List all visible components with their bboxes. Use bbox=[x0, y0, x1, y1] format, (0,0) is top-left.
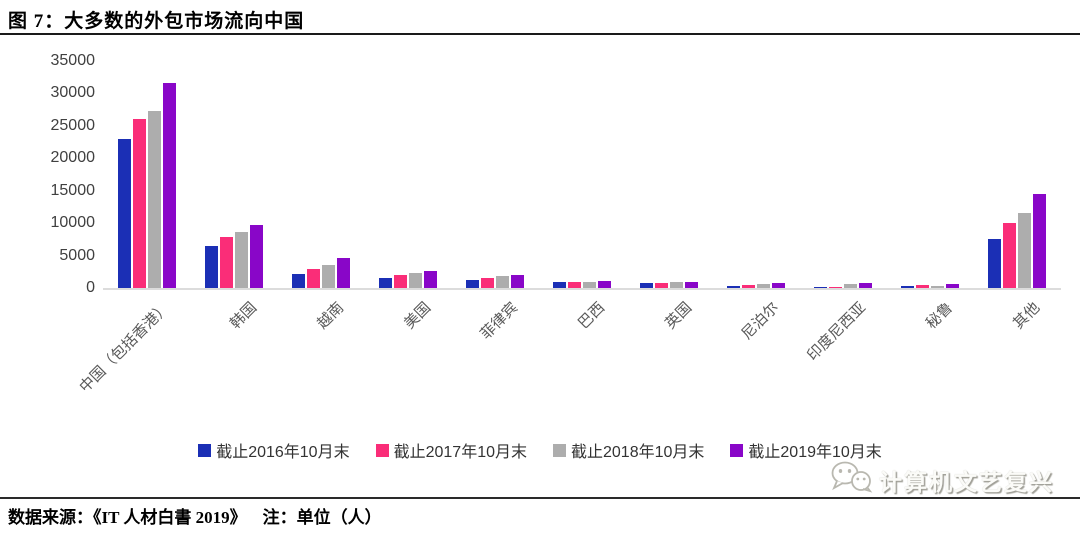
legend-label: 截止2017年10月末 bbox=[393, 444, 527, 461]
bar bbox=[408, 273, 422, 288]
title-divider bbox=[0, 33, 1080, 35]
bar bbox=[1033, 193, 1047, 288]
bar bbox=[291, 274, 305, 288]
bar bbox=[132, 119, 146, 288]
figure-footer: 数据来源：《IT 人材白書 2019》 注：单位（人） bbox=[8, 503, 382, 528]
bar bbox=[219, 237, 233, 288]
bar bbox=[249, 225, 263, 288]
x-axis-label: 其他 bbox=[1010, 299, 1044, 333]
footer-divider bbox=[0, 497, 1080, 499]
legend-item: 截止2019年10月末 bbox=[730, 438, 882, 462]
x-axis-label: 秘鲁 bbox=[923, 299, 957, 333]
legend-label: 截止2016年10月末 bbox=[216, 444, 350, 461]
bar bbox=[814, 287, 828, 288]
bar bbox=[757, 283, 771, 288]
watermark: 计算机文艺复兴 bbox=[830, 461, 1054, 498]
legend-item: 截止2018年10月末 bbox=[553, 438, 704, 462]
unit-note: 注：单位（人） bbox=[262, 508, 382, 527]
bar bbox=[829, 287, 843, 288]
bar bbox=[772, 282, 786, 288]
bar bbox=[931, 285, 945, 288]
bar bbox=[988, 238, 1002, 288]
y-axis-tick-label: 25000 bbox=[50, 116, 96, 134]
y-axis-tick-label: 15000 bbox=[50, 181, 96, 199]
bar bbox=[916, 285, 930, 288]
data-source: 数据来源：《IT 人材白書 2019》 bbox=[8, 508, 247, 527]
bar bbox=[204, 245, 218, 288]
y-axis-tick-label: 10000 bbox=[50, 214, 96, 232]
x-axis-label: 印度尼西亚 bbox=[804, 299, 870, 365]
bar bbox=[583, 281, 597, 288]
x-axis-label: 中国（包括香港） bbox=[75, 299, 173, 397]
legend: 截止2016年10月末 截止2017年10月末 截止2018年10月末 截止2019年… bbox=[0, 438, 1080, 462]
x-axis-label: 菲律宾 bbox=[477, 299, 522, 343]
bar bbox=[480, 278, 494, 288]
legend-label: 截止2019年10月末 bbox=[748, 444, 882, 461]
bar bbox=[465, 280, 479, 288]
legend-swatch bbox=[730, 443, 744, 457]
wechat-bubbles-icon bbox=[830, 461, 874, 498]
bar-group bbox=[626, 61, 713, 288]
x-axis-label: 美国 bbox=[400, 299, 434, 333]
bar-group bbox=[713, 61, 800, 288]
bar bbox=[640, 282, 654, 288]
legend-item: 截止2016年10月末 bbox=[198, 438, 350, 462]
bar-group bbox=[190, 61, 277, 288]
bar bbox=[336, 258, 350, 288]
bar bbox=[685, 281, 699, 288]
bar bbox=[306, 269, 320, 288]
bar bbox=[553, 282, 567, 288]
y-axis-tick-label: 0 bbox=[86, 279, 95, 296]
bar bbox=[568, 281, 582, 288]
bar-group bbox=[451, 61, 538, 288]
y-axis-tick-label: 5000 bbox=[59, 246, 95, 264]
chart-title: 图 7：大多数的外包市场流向中国 bbox=[8, 11, 305, 32]
bar bbox=[162, 83, 176, 288]
bar bbox=[727, 285, 741, 288]
bar-group bbox=[538, 61, 625, 288]
x-axis-label: 越南 bbox=[313, 299, 347, 333]
bar bbox=[946, 284, 960, 288]
y-axis-tick-label: 30000 bbox=[50, 84, 96, 102]
bar bbox=[147, 110, 161, 288]
x-axis-label: 英国 bbox=[661, 299, 696, 333]
bar bbox=[393, 275, 407, 288]
bar-group bbox=[800, 61, 887, 288]
x-axis-label: 尼泊尔 bbox=[738, 299, 783, 343]
legend-item: 截止2017年10月末 bbox=[375, 438, 527, 462]
bar bbox=[742, 284, 756, 288]
plot-area bbox=[103, 61, 1061, 290]
bar bbox=[655, 282, 669, 288]
bar bbox=[423, 270, 437, 288]
y-axis-tick-label: 35000 bbox=[50, 52, 96, 69]
legend-swatch bbox=[553, 443, 566, 457]
bar bbox=[859, 282, 873, 288]
x-axis-label: 韩国 bbox=[226, 299, 260, 333]
bar bbox=[117, 138, 131, 288]
bar-group bbox=[277, 61, 364, 288]
bar-group bbox=[887, 61, 974, 288]
legend-swatch bbox=[375, 443, 389, 457]
bar bbox=[1018, 212, 1032, 288]
x-axis-label: 巴西 bbox=[574, 299, 609, 333]
bar bbox=[901, 286, 915, 288]
legend-label: 截止2018年10月末 bbox=[571, 444, 705, 461]
bar bbox=[495, 276, 509, 288]
watermark-text: 计算机文艺复兴 bbox=[879, 468, 1054, 495]
bar bbox=[844, 283, 858, 288]
bar-group bbox=[364, 61, 451, 288]
bar bbox=[321, 264, 335, 288]
bar bbox=[510, 275, 524, 288]
bar bbox=[378, 277, 392, 288]
bar bbox=[670, 282, 684, 288]
bar bbox=[234, 231, 248, 288]
bar bbox=[598, 281, 612, 288]
y-axis-tick-label: 20000 bbox=[50, 149, 96, 167]
bar-group bbox=[103, 61, 190, 288]
legend-swatch bbox=[198, 443, 212, 457]
bar-group bbox=[974, 61, 1061, 288]
bar bbox=[1003, 222, 1017, 288]
